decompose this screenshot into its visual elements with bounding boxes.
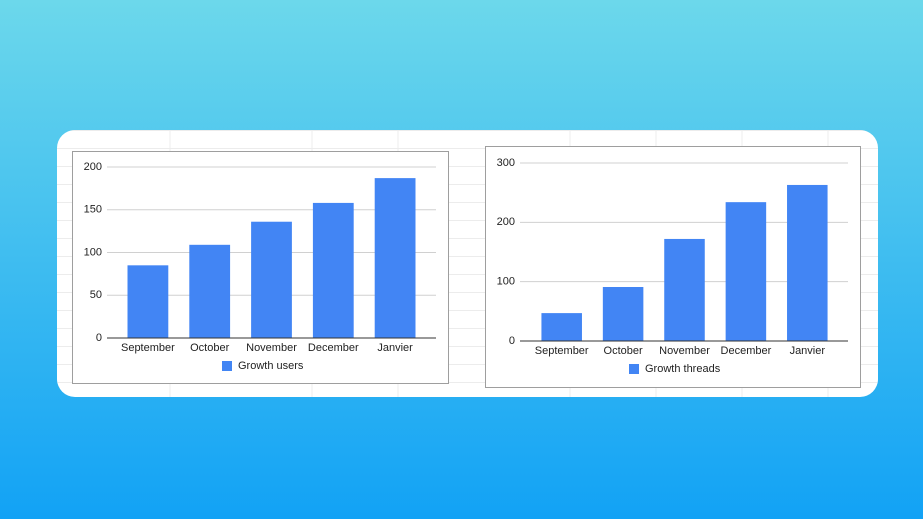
bar: [787, 184, 828, 341]
y-tick-label: 200: [84, 161, 102, 173]
x-tick-label: September: [535, 345, 589, 357]
legend-swatch: [629, 364, 639, 374]
legend-label: Growth threads: [645, 363, 721, 375]
bar: [127, 265, 169, 338]
bar: [541, 313, 582, 341]
x-tick-label: December: [308, 342, 359, 354]
x-tick-label: November: [659, 345, 710, 357]
legend-swatch: [222, 361, 232, 371]
y-tick-label: 50: [90, 289, 102, 301]
y-tick-label: 0: [509, 335, 515, 347]
bar: [664, 238, 705, 341]
bar: [725, 202, 767, 341]
bar: [312, 202, 354, 338]
x-tick-label: Janvier: [790, 345, 826, 357]
bar: [374, 178, 416, 338]
y-tick-label: 100: [497, 276, 515, 288]
bar: [602, 287, 644, 341]
bar: [251, 221, 292, 338]
legend-label: Growth users: [238, 360, 304, 372]
y-tick-label: 100: [84, 246, 102, 258]
x-tick-label: Janvier: [377, 342, 413, 354]
y-tick-label: 200: [497, 216, 515, 228]
y-tick-label: 300: [497, 157, 515, 169]
x-tick-label: November: [246, 342, 297, 354]
y-tick-label: 0: [96, 332, 102, 344]
x-tick-label: September: [121, 342, 175, 354]
x-tick-label: October: [604, 345, 643, 357]
x-tick-label: December: [721, 345, 772, 357]
x-tick-label: October: [190, 342, 229, 354]
y-tick-label: 150: [84, 204, 102, 216]
bar: [189, 244, 231, 338]
